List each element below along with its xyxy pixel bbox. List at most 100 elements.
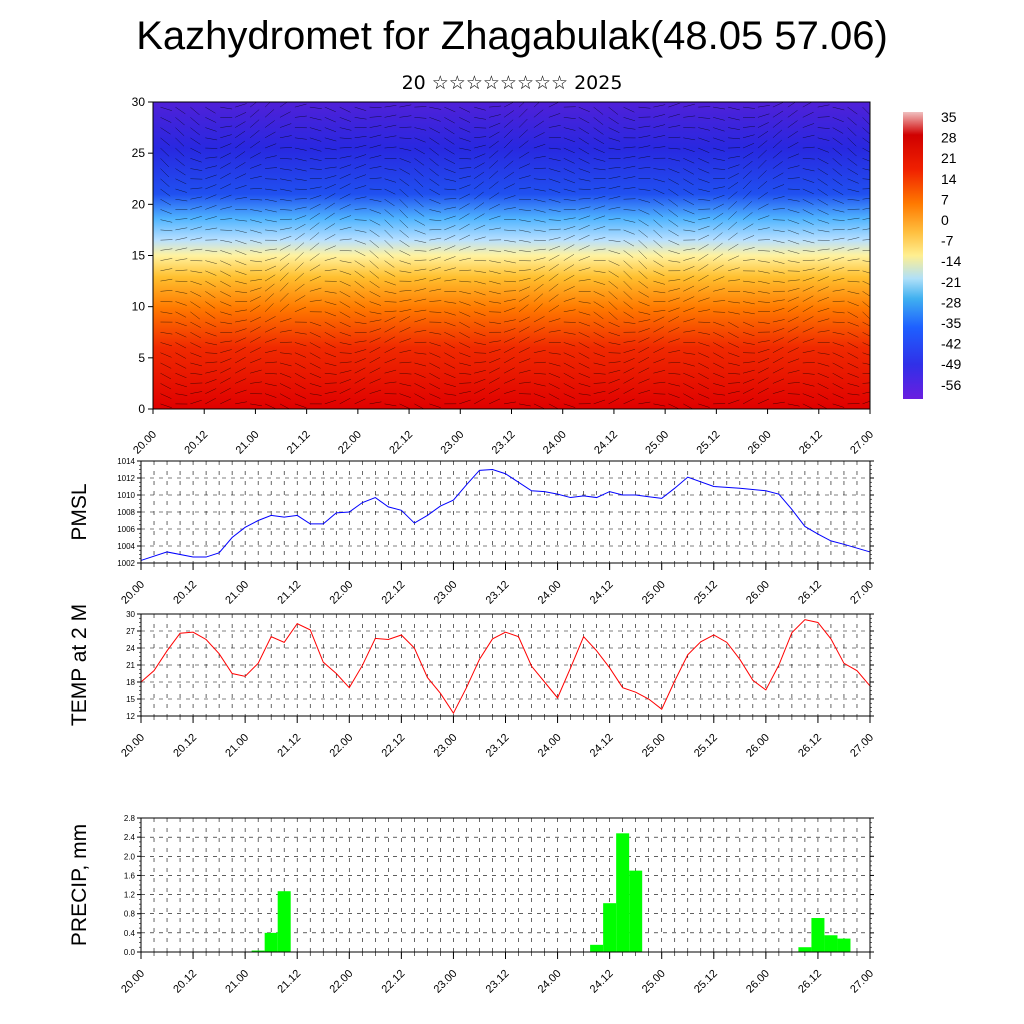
wind-barb xyxy=(384,270,396,277)
wind-barb xyxy=(489,321,502,324)
wind-barb xyxy=(608,176,621,179)
wind-barb xyxy=(205,227,218,231)
wind-barb xyxy=(787,239,800,245)
wind-barb xyxy=(488,150,499,159)
wind-barb xyxy=(324,269,337,272)
wind-barb xyxy=(832,403,845,408)
wind-barb xyxy=(728,382,741,384)
wind-barb xyxy=(489,105,502,108)
wind-barb xyxy=(489,227,501,231)
wind-barb xyxy=(175,117,185,126)
wind-barb xyxy=(847,188,860,193)
wind-barb xyxy=(474,321,486,328)
wind-barb xyxy=(459,372,472,375)
wind-barb xyxy=(309,253,320,261)
wind-barb xyxy=(817,318,830,323)
wind-barb xyxy=(459,399,471,405)
wind-barb xyxy=(817,362,830,367)
wind-barb xyxy=(593,106,604,115)
wind-barb xyxy=(593,311,604,320)
wind-barb xyxy=(817,188,828,196)
wind-barb xyxy=(713,222,723,231)
wind-barb xyxy=(518,239,531,243)
x-tick-label: 23.00 xyxy=(432,579,460,607)
wind-barb xyxy=(205,174,217,179)
wind-barb xyxy=(309,117,322,121)
wind-barb xyxy=(399,326,411,333)
wind-barb xyxy=(488,398,501,405)
wind-barb xyxy=(713,106,726,110)
wind-barb xyxy=(399,270,412,273)
wind-barb xyxy=(429,209,442,213)
wind-barb xyxy=(264,120,275,128)
x-tick-label: 21.12 xyxy=(275,579,303,607)
wind-barb xyxy=(220,260,232,266)
wind-barb xyxy=(294,403,307,408)
wind-barb xyxy=(862,291,870,297)
wind-barb xyxy=(220,125,233,128)
wind-barb xyxy=(190,117,200,126)
wind-barb xyxy=(175,311,187,318)
wind-barb xyxy=(503,367,515,374)
wind-barb xyxy=(698,362,709,369)
wind-barb xyxy=(787,209,800,213)
colorbar-label: 14 xyxy=(941,171,957,187)
wind-barb xyxy=(474,127,487,129)
wind-barb xyxy=(429,362,441,369)
wind-barb xyxy=(757,159,767,169)
precip-bar xyxy=(603,903,617,952)
wind-barb xyxy=(250,287,262,292)
wind-barb xyxy=(160,229,173,232)
precip-bar xyxy=(277,891,291,952)
wind-barb xyxy=(862,301,870,309)
wind-barb xyxy=(414,239,427,243)
y-tick-label: 25 xyxy=(132,146,146,160)
wind-barb xyxy=(757,348,770,353)
wind-barb xyxy=(802,295,814,302)
wind-barb xyxy=(175,127,185,137)
wind-barb xyxy=(518,295,530,302)
wind-barb xyxy=(474,224,486,231)
wind-barb xyxy=(698,188,710,193)
wind-barb xyxy=(459,158,472,160)
wind-barb xyxy=(399,229,409,238)
wind-barb xyxy=(742,190,752,200)
wind-barb xyxy=(279,123,292,128)
wind-barb xyxy=(279,102,288,108)
wind-barb xyxy=(354,135,367,139)
wind-barb xyxy=(668,136,681,139)
wind-barb xyxy=(563,226,576,231)
wind-barb xyxy=(593,332,605,339)
wind-barb xyxy=(638,145,651,149)
wind-barb xyxy=(817,104,830,108)
wind-barb xyxy=(384,188,396,195)
wind-barb xyxy=(205,127,217,132)
wind-barb xyxy=(742,397,754,405)
wind-barb xyxy=(160,106,173,111)
wind-barb xyxy=(847,321,859,327)
wind-barb xyxy=(205,352,218,354)
wind-barb xyxy=(683,318,695,323)
wind-barb xyxy=(548,393,560,400)
wind-barb xyxy=(742,223,754,231)
wind-barb xyxy=(190,321,202,328)
wind-barb xyxy=(832,342,845,347)
wind-barb xyxy=(309,186,322,190)
wind-barb xyxy=(847,106,858,115)
wind-barb xyxy=(772,184,785,190)
wind-barb xyxy=(548,219,561,221)
wind-barb xyxy=(354,196,367,200)
wind-barb xyxy=(772,280,785,283)
wind-barb xyxy=(175,280,188,282)
wind-barb xyxy=(548,102,560,108)
wind-barb xyxy=(414,199,424,208)
wind-barb xyxy=(638,389,651,394)
wind-barb xyxy=(638,239,648,249)
wind-barb xyxy=(399,361,412,364)
wind-barb xyxy=(772,401,785,405)
wind-barb xyxy=(384,239,394,249)
wind-barb xyxy=(757,340,770,343)
wind-barb xyxy=(832,237,845,241)
y-tick-label: 1.6 xyxy=(124,871,136,880)
wind-barb xyxy=(339,215,352,220)
